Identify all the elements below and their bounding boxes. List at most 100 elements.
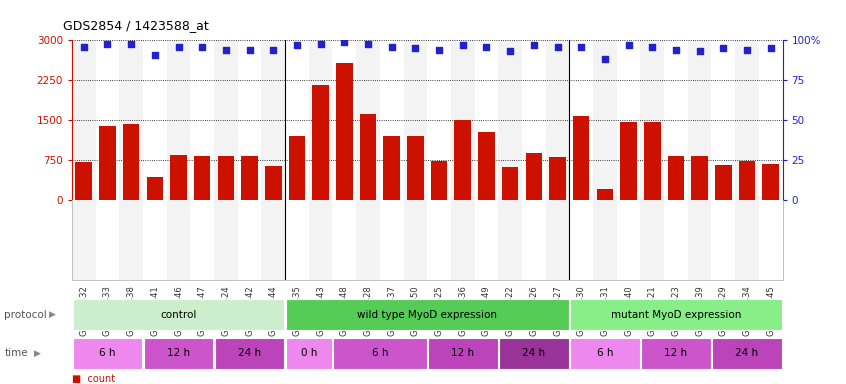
Bar <box>691 156 708 200</box>
Bar <box>217 156 234 200</box>
Bar <box>593 40 617 200</box>
Bar <box>336 63 353 200</box>
Text: 6 h: 6 h <box>596 348 613 358</box>
Point <box>551 44 564 50</box>
Bar <box>285 200 309 280</box>
Bar <box>715 165 732 200</box>
Bar <box>404 200 427 280</box>
FancyBboxPatch shape <box>570 300 782 330</box>
Bar <box>735 200 759 280</box>
Bar <box>360 114 376 200</box>
Text: 6 h: 6 h <box>371 348 388 358</box>
Bar <box>431 161 448 200</box>
Bar <box>309 200 332 280</box>
Bar <box>404 40 427 200</box>
Bar <box>569 40 593 200</box>
Bar <box>380 200 404 280</box>
Text: 12 h: 12 h <box>664 348 688 358</box>
Bar <box>72 40 96 200</box>
Bar <box>238 40 261 200</box>
Bar <box>549 157 566 200</box>
Bar <box>522 200 546 280</box>
Text: ▶: ▶ <box>49 310 56 319</box>
Bar <box>546 40 569 200</box>
Point <box>622 42 635 48</box>
Text: 24 h: 24 h <box>522 348 546 358</box>
FancyBboxPatch shape <box>641 338 711 369</box>
Point <box>527 42 541 48</box>
Bar <box>285 40 309 200</box>
Point <box>480 44 493 50</box>
Bar <box>593 200 617 280</box>
Bar <box>759 40 783 200</box>
Bar <box>454 120 471 200</box>
Point <box>219 47 233 53</box>
Bar <box>667 156 684 200</box>
FancyBboxPatch shape <box>712 338 782 369</box>
Point <box>574 44 588 50</box>
Point <box>432 47 446 53</box>
Text: GDS2854 / 1423588_at: GDS2854 / 1423588_at <box>63 19 209 32</box>
Bar <box>194 156 211 200</box>
Text: ■  count: ■ count <box>72 374 115 384</box>
Bar <box>664 200 688 280</box>
Bar <box>146 177 163 200</box>
Bar <box>475 40 498 200</box>
Text: 12 h: 12 h <box>451 348 475 358</box>
Bar <box>475 200 498 280</box>
Point <box>314 40 327 46</box>
Bar <box>356 200 380 280</box>
Point <box>764 45 777 51</box>
FancyBboxPatch shape <box>428 338 497 369</box>
Bar <box>617 200 640 280</box>
Bar <box>143 40 167 200</box>
Bar <box>617 40 640 200</box>
Bar <box>72 200 96 280</box>
Text: control: control <box>161 310 196 320</box>
Point <box>266 47 280 53</box>
Point <box>645 44 659 50</box>
Point <box>361 40 375 46</box>
Text: wild type MyoD expression: wild type MyoD expression <box>357 310 497 320</box>
Point <box>409 45 422 51</box>
FancyBboxPatch shape <box>570 338 640 369</box>
Bar <box>143 200 167 280</box>
FancyBboxPatch shape <box>73 338 142 369</box>
Point <box>669 47 683 53</box>
Bar <box>332 40 356 200</box>
Bar <box>640 200 664 280</box>
Bar <box>688 200 711 280</box>
Bar <box>261 40 285 200</box>
Bar <box>664 40 688 200</box>
FancyBboxPatch shape <box>286 338 332 369</box>
Text: protocol: protocol <box>4 310 47 320</box>
Bar <box>688 40 711 200</box>
FancyBboxPatch shape <box>499 338 569 369</box>
Bar <box>498 200 522 280</box>
FancyBboxPatch shape <box>73 300 284 330</box>
Bar <box>640 40 664 200</box>
Bar <box>735 40 759 200</box>
Point <box>243 47 256 53</box>
Bar <box>427 40 451 200</box>
Point <box>717 45 730 51</box>
Bar <box>170 154 187 200</box>
Point <box>740 47 754 53</box>
Point <box>456 42 470 48</box>
Point <box>503 48 517 55</box>
Bar <box>96 40 119 200</box>
Bar <box>332 200 356 280</box>
Bar <box>759 200 783 280</box>
Point <box>385 44 398 50</box>
Bar <box>451 40 475 200</box>
Bar <box>309 40 332 200</box>
Bar <box>502 167 519 200</box>
Bar <box>711 200 735 280</box>
Point <box>195 44 209 50</box>
Bar <box>525 154 542 200</box>
Bar <box>261 200 285 280</box>
Bar <box>522 40 546 200</box>
Point <box>598 56 612 63</box>
Bar <box>739 161 755 200</box>
Bar <box>96 200 119 280</box>
